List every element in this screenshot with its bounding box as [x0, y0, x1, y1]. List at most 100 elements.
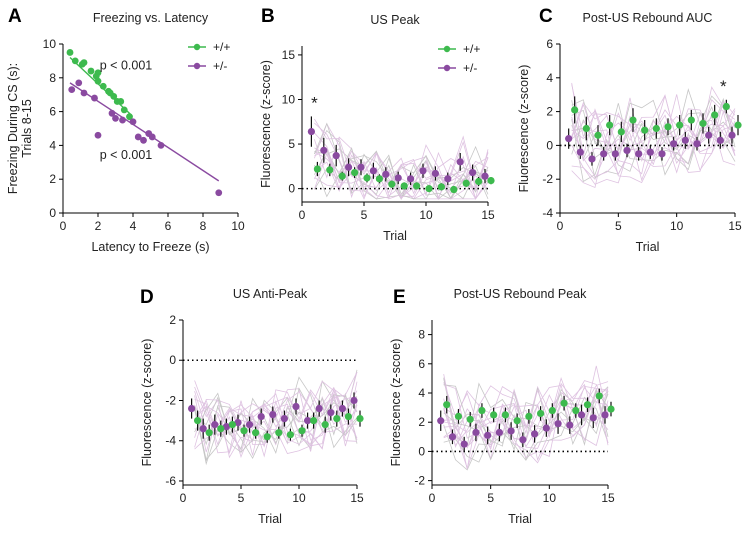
- mean-marker: [394, 174, 402, 182]
- y-tick-label: 2: [169, 313, 176, 327]
- legend-label: +/-: [213, 59, 227, 73]
- mean-marker: [444, 175, 452, 183]
- mean-marker: [722, 102, 730, 111]
- mean-marker: [407, 175, 415, 183]
- scatter-point: [94, 77, 102, 85]
- mean-marker: [554, 420, 562, 428]
- legend-marker: [193, 62, 201, 70]
- mean-marker: [357, 163, 365, 171]
- mean-marker: [484, 431, 492, 439]
- individual-traces: [194, 369, 358, 466]
- x-tick-label: 0: [60, 219, 67, 233]
- scatter-point: [148, 133, 156, 141]
- mean-marker: [711, 111, 719, 119]
- mean-marker: [487, 177, 495, 185]
- mean-marker: [658, 150, 666, 158]
- mean-marker: [363, 174, 371, 182]
- mean-marker: [344, 412, 352, 421]
- mean-marker: [670, 140, 678, 148]
- mean-marker: [560, 399, 568, 407]
- mean-marker: [566, 421, 574, 429]
- mean-marker: [263, 433, 271, 441]
- trace-line: [443, 385, 609, 441]
- x-tick-label: 10: [419, 208, 433, 222]
- scatter-point: [120, 106, 128, 114]
- panel-letter: A: [8, 6, 22, 27]
- y-tick-label: -6: [165, 474, 176, 488]
- mean-marker: [400, 182, 408, 190]
- y-tick-label: 8: [418, 328, 425, 342]
- y-tick-label: 0: [49, 206, 56, 220]
- panel-a: p < 0.001 p < 0.001 0 2 4 6 8 10 0 2 4 6 8 10 Freezing…: [6, 6, 245, 254]
- mean-marker: [583, 401, 592, 409]
- mean-marker: [375, 175, 383, 183]
- mean-marker: [437, 183, 445, 191]
- y-tick-label: -4: [542, 206, 553, 220]
- significance-star: *: [311, 93, 318, 112]
- mean-marker: [326, 166, 334, 174]
- x-tick-label: 6: [165, 219, 172, 233]
- trace-line: [194, 388, 358, 450]
- mean-marker: [629, 116, 637, 124]
- mean-marker: [450, 185, 458, 194]
- mean-marker: [205, 429, 213, 437]
- p-value-annotation: p < 0.001: [100, 58, 153, 72]
- scatter-point: [68, 86, 76, 94]
- mean-marker: [413, 182, 421, 190]
- scatter-point: [99, 82, 107, 90]
- mean-marker: [298, 427, 306, 435]
- x-tick-label: 10: [292, 491, 306, 505]
- mean-marker: [456, 158, 464, 166]
- legend-label: +/+: [213, 40, 230, 54]
- y-tick-label: 10: [282, 92, 296, 106]
- trace-line: [194, 403, 358, 461]
- trace-line: [194, 386, 358, 441]
- y-tick-label: 0: [418, 444, 425, 458]
- x-tick-label: 15: [601, 491, 615, 505]
- panel-c: * 0 5 10 15 -4 -2 0 2 4 6 Post-US Rebound AUC Trial F…: [517, 6, 742, 254]
- scatter-point: [75, 79, 83, 87]
- scatter-point: [140, 136, 147, 144]
- mean-marker: [240, 427, 248, 435]
- mean-marker: [595, 392, 603, 400]
- mean-marker: [320, 146, 328, 154]
- scatter-point: [106, 89, 114, 97]
- significance-star: *: [720, 77, 727, 96]
- mean-marker: [448, 433, 457, 441]
- mean-marker: [705, 131, 713, 139]
- trace-line: [194, 369, 358, 450]
- panel-d: 0 5 10 15 -6 -4 -2 0 2 US Anti-Peak Trial Fluoresce…: [140, 287, 364, 526]
- x-tick-label: 5: [238, 491, 245, 505]
- y-tick-label: 2: [418, 415, 425, 429]
- mean-marker: [495, 428, 503, 437]
- y-tick-label: -2: [165, 393, 176, 407]
- mean-marker: [646, 148, 654, 156]
- trace-line: [443, 374, 609, 449]
- mean-marker: [321, 421, 329, 429]
- x-tick-label: 0: [429, 491, 436, 505]
- mean-marker: [664, 123, 672, 131]
- trace-line: [443, 389, 609, 461]
- mean-marker: [525, 412, 533, 420]
- trace-line: [443, 378, 609, 447]
- x-axis-label: Trial: [258, 512, 282, 526]
- y-tick-label: 4: [418, 386, 425, 400]
- mean-marker: [460, 440, 468, 448]
- mean-marker: [234, 419, 242, 427]
- mean-marker: [565, 135, 573, 143]
- scatter-point: [157, 142, 165, 149]
- y-tick-label: 4: [49, 138, 56, 152]
- trace-line: [571, 110, 736, 176]
- mean-marker: [419, 167, 427, 175]
- mean-marker: [356, 414, 364, 423]
- mean-marker: [572, 406, 580, 415]
- y-tick-label: 0: [169, 353, 176, 367]
- mean-marker: [600, 150, 608, 158]
- legend-marker: [443, 45, 451, 53]
- y-tick-label: 6: [546, 37, 553, 51]
- mean-marker: [537, 409, 545, 418]
- mean-marker: [332, 152, 340, 160]
- mean-marker: [699, 119, 707, 128]
- scatter-point: [112, 114, 119, 122]
